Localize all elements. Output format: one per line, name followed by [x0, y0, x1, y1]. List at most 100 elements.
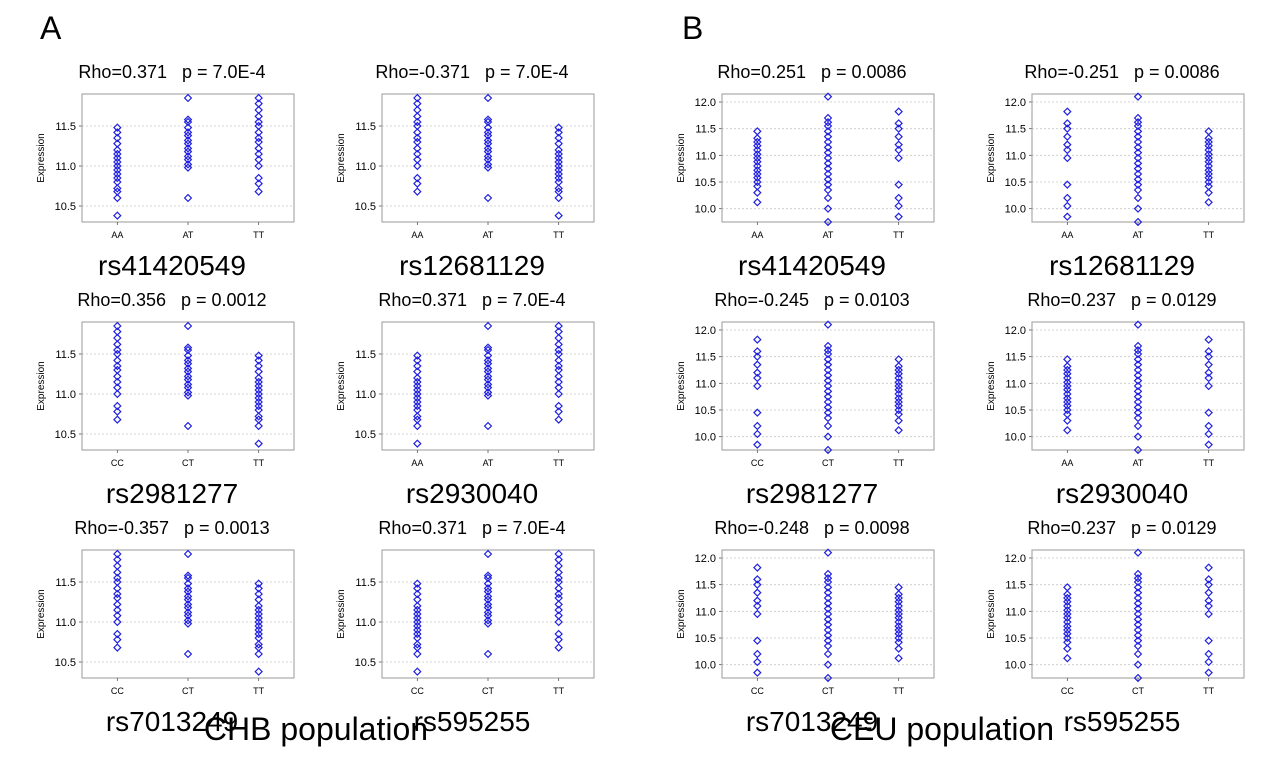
data-point — [1204, 182, 1213, 191]
data-point — [1133, 376, 1143, 385]
data-point — [113, 128, 122, 137]
data-point — [1063, 622, 1072, 631]
x-tick-label: CT — [482, 686, 494, 696]
data-point — [413, 412, 422, 421]
data-point — [254, 367, 263, 376]
y-tick-label: 12.0 — [1005, 325, 1026, 337]
data-point — [1133, 387, 1143, 396]
data-point — [753, 575, 762, 584]
data-point — [183, 367, 193, 376]
data-point — [753, 588, 762, 597]
y-tick-label: 11.0 — [695, 606, 716, 618]
data-point — [183, 391, 193, 400]
y-axis-label: Expression — [336, 133, 347, 182]
data-point — [413, 117, 422, 127]
data-point — [254, 149, 263, 159]
data-point — [254, 621, 263, 631]
data-point — [753, 134, 762, 143]
x-tick-label: AA — [411, 230, 423, 240]
data-point — [254, 187, 263, 196]
snp-label: rs2981277 — [105, 478, 239, 509]
data-point — [753, 657, 762, 667]
data-point — [254, 595, 263, 604]
data-point — [823, 204, 833, 213]
data-point — [894, 193, 903, 203]
data-point — [183, 163, 193, 172]
data-point — [113, 372, 122, 381]
data-point — [1063, 633, 1072, 643]
data-point — [823, 445, 833, 455]
data-point — [183, 115, 193, 124]
data-point — [483, 139, 493, 148]
data-point — [823, 620, 833, 629]
data-point — [1204, 360, 1213, 369]
data-point — [823, 360, 833, 369]
data-point — [113, 157, 122, 167]
data-point — [413, 173, 422, 183]
plot-title: Rho=-0.248 p = 0.0098 — [714, 518, 910, 538]
data-point — [413, 643, 422, 652]
data-point — [823, 381, 833, 391]
data-point — [1063, 389, 1072, 399]
y-axis-label: Expression — [986, 361, 997, 410]
data-point — [753, 429, 762, 439]
data-point — [894, 622, 903, 631]
data-point — [254, 173, 263, 183]
data-point — [554, 584, 563, 593]
data-point — [113, 173, 122, 183]
y-tick-label: 11.0 — [695, 378, 716, 390]
y-tick-label: 11.5 — [55, 121, 76, 133]
y-tick-label: 11.5 — [695, 124, 716, 136]
data-point — [1133, 577, 1143, 587]
data-point — [823, 118, 833, 127]
y-axis-label: Expression — [336, 589, 347, 638]
data-point — [254, 361, 263, 371]
data-point — [483, 93, 493, 103]
data-point — [753, 408, 762, 417]
data-point — [554, 187, 563, 196]
data-point — [1133, 397, 1143, 407]
data-point — [823, 548, 833, 557]
data-point — [823, 660, 833, 669]
data-point — [413, 373, 422, 383]
data-point — [1133, 153, 1143, 163]
scatter-plot: 10.0 10.5 11.0 11.5 12.0 Expression CC CT TT — [676, 320, 935, 468]
data-point — [554, 327, 563, 336]
data-point — [554, 157, 563, 167]
y-tick-label: 11.5 — [55, 577, 76, 589]
data-point — [753, 563, 762, 572]
data-point — [1063, 180, 1072, 189]
data-point — [413, 133, 422, 143]
data-point — [254, 649, 263, 659]
y-tick-label: 10.5 — [355, 657, 376, 669]
data-point — [483, 619, 493, 628]
data-point — [894, 625, 903, 635]
data-point — [823, 574, 833, 583]
data-point — [1063, 593, 1072, 603]
data-point — [413, 377, 422, 387]
y-axis-label: Expression — [36, 133, 47, 182]
data-point — [554, 321, 563, 331]
data-point — [483, 364, 493, 373]
data-point — [1133, 381, 1143, 391]
data-point — [554, 561, 563, 571]
data-point — [1063, 369, 1072, 378]
data-point — [1204, 636, 1213, 645]
data-point — [894, 107, 903, 116]
data-point — [1133, 636, 1143, 645]
data-point — [753, 157, 762, 166]
data-point — [823, 217, 833, 227]
data-point — [894, 201, 903, 211]
data-point — [254, 629, 263, 639]
x-tick-label: TT — [253, 230, 264, 240]
y-tick-label: 10.5 — [1005, 405, 1026, 417]
x-tick-label: TT — [1203, 230, 1214, 240]
data-point — [113, 561, 122, 571]
data-point — [183, 608, 193, 617]
data-point — [554, 184, 563, 193]
data-point — [413, 381, 422, 391]
x-tick-label: TT — [253, 458, 264, 468]
data-point — [894, 609, 903, 619]
snp-label: rs41420549 — [738, 250, 886, 281]
data-point — [753, 421, 762, 431]
